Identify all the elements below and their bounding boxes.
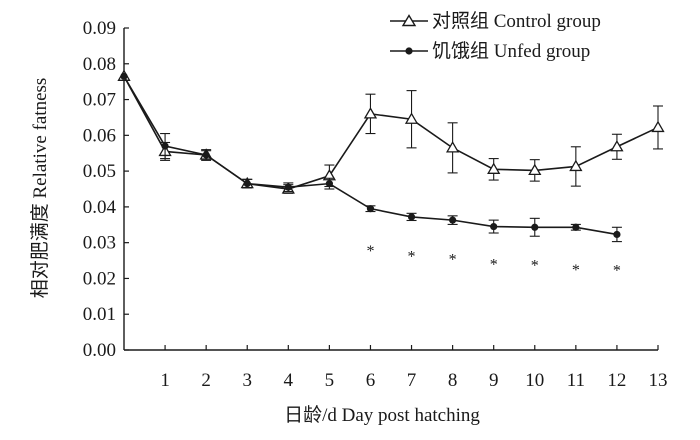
data-point (120, 72, 128, 80)
data-point (651, 120, 665, 133)
data-point (363, 107, 378, 119)
y-tick-label: 0.05 (83, 161, 116, 182)
axes (123, 28, 658, 351)
y-tick-label: 0.09 (83, 18, 116, 39)
legend: 对照组 Control group 饥饿组 Unfed group (390, 10, 601, 62)
x-tick-label: 12 (607, 370, 626, 391)
data-point (366, 205, 375, 213)
series-line (123, 75, 659, 190)
y-tick-label: 0.00 (83, 340, 116, 361)
data-point (407, 213, 416, 221)
data-point (487, 162, 501, 174)
data-point (325, 180, 333, 188)
y-axis-title: 相对肥满度 Relative fatness (29, 78, 51, 299)
y-tick-label: 0.07 (83, 90, 116, 111)
significance-mark: * (572, 262, 580, 279)
x-tick-label: 8 (448, 370, 458, 391)
y-tick-label: 0.02 (83, 268, 116, 289)
data-point (572, 223, 580, 231)
x-tick-label: 10 (525, 370, 544, 391)
x-tick-label: 3 (242, 370, 252, 391)
significance-mark: * (613, 263, 621, 280)
data-point (161, 142, 169, 150)
x-tick-label: 9 (489, 370, 499, 391)
y-tick-label: 0.04 (83, 197, 117, 218)
x-tick-label: 7 (407, 370, 417, 391)
legend-marker-control (401, 14, 417, 27)
data-point (243, 180, 251, 188)
x-tick-label: 11 (567, 370, 585, 391)
significance-layer: * * * * * * * (366, 243, 620, 280)
data-point (404, 112, 419, 124)
significance-mark: * (531, 257, 539, 274)
data-point (490, 222, 498, 231)
x-tick-label: 5 (325, 370, 335, 391)
data-point (202, 151, 210, 159)
series-unfed (120, 72, 622, 243)
legend-label-unfed: 饥饿组 Unfed group (432, 40, 590, 62)
data-point (531, 223, 539, 231)
significance-mark: * (408, 248, 416, 265)
data-point (610, 139, 624, 152)
y-tick-label: 0.01 (83, 304, 116, 325)
legend-label-control: 对照组 Control group (432, 10, 601, 32)
data-point (445, 141, 460, 153)
data-point (613, 230, 621, 239)
x-axis-title: 日龄/d Day post hatching (284, 404, 480, 426)
legend-marker-unfed (405, 47, 413, 55)
data-point (284, 183, 292, 191)
x-tick-label: 4 (284, 370, 294, 391)
x-axis-ticks: 1 2 3 4 5 6 7 8 9 10 11 12 13 (160, 345, 668, 391)
x-tick-label: 13 (649, 370, 668, 391)
y-tick-label: 0.06 (83, 125, 116, 146)
x-tick-label: 2 (201, 370, 211, 391)
series-control (117, 69, 665, 194)
data-point (569, 159, 583, 172)
x-tick-label: 6 (366, 370, 376, 391)
x-tick-label: 1 (160, 370, 170, 391)
y-tick-label: 0.03 (83, 233, 116, 254)
series-layer (117, 69, 665, 243)
data-point (528, 163, 542, 176)
significance-mark: * (366, 243, 374, 260)
significance-mark: * (449, 251, 457, 268)
significance-mark: * (490, 256, 498, 273)
y-axis-ticks: 0.00 0.01 0.02 0.03 0.04 0.05 0.06 0.07 0.08 0.09 (83, 18, 129, 361)
data-point (449, 216, 457, 224)
y-tick-label: 0.08 (83, 54, 116, 75)
